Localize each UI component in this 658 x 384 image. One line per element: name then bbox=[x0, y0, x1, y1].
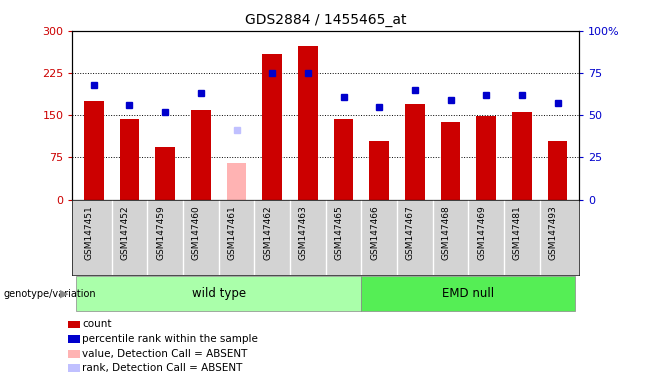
Text: genotype/variation: genotype/variation bbox=[3, 289, 96, 299]
Text: ▶: ▶ bbox=[60, 289, 68, 299]
Text: wild type: wild type bbox=[191, 287, 245, 300]
Bar bbox=[155, 147, 175, 200]
Bar bbox=[512, 113, 532, 200]
Bar bbox=[405, 104, 424, 200]
Text: GSM147467: GSM147467 bbox=[406, 206, 415, 260]
Text: GSM147465: GSM147465 bbox=[334, 206, 343, 260]
Bar bbox=[263, 55, 282, 200]
Text: GSM147481: GSM147481 bbox=[513, 206, 522, 260]
Text: EMD null: EMD null bbox=[442, 287, 495, 300]
Bar bbox=[191, 109, 211, 200]
Text: GSM147493: GSM147493 bbox=[549, 206, 557, 260]
Bar bbox=[227, 163, 246, 200]
Text: GSM147462: GSM147462 bbox=[263, 206, 272, 260]
Text: GSM147461: GSM147461 bbox=[228, 206, 236, 260]
Bar bbox=[548, 141, 567, 200]
Bar bbox=[441, 122, 461, 200]
Text: rank, Detection Call = ABSENT: rank, Detection Call = ABSENT bbox=[82, 363, 243, 373]
Bar bbox=[334, 119, 353, 200]
Text: GSM147451: GSM147451 bbox=[85, 206, 94, 260]
Text: count: count bbox=[82, 319, 112, 329]
Text: GSM147460: GSM147460 bbox=[192, 206, 201, 260]
Text: value, Detection Call = ABSENT: value, Detection Call = ABSENT bbox=[82, 349, 247, 359]
Bar bbox=[120, 119, 139, 200]
Bar bbox=[84, 101, 103, 200]
Text: GSM147469: GSM147469 bbox=[477, 206, 486, 260]
Bar bbox=[298, 46, 318, 200]
Bar bbox=[369, 141, 389, 200]
Text: GSM147459: GSM147459 bbox=[156, 206, 165, 260]
Bar bbox=[76, 276, 361, 311]
Text: percentile rank within the sample: percentile rank within the sample bbox=[82, 334, 258, 344]
Bar bbox=[476, 116, 496, 200]
Text: GSM147463: GSM147463 bbox=[299, 206, 308, 260]
Title: GDS2884 / 1455465_at: GDS2884 / 1455465_at bbox=[245, 13, 407, 27]
Bar bbox=[361, 276, 576, 311]
Text: GSM147452: GSM147452 bbox=[120, 206, 130, 260]
Text: GSM147466: GSM147466 bbox=[370, 206, 379, 260]
Text: GSM147468: GSM147468 bbox=[442, 206, 451, 260]
